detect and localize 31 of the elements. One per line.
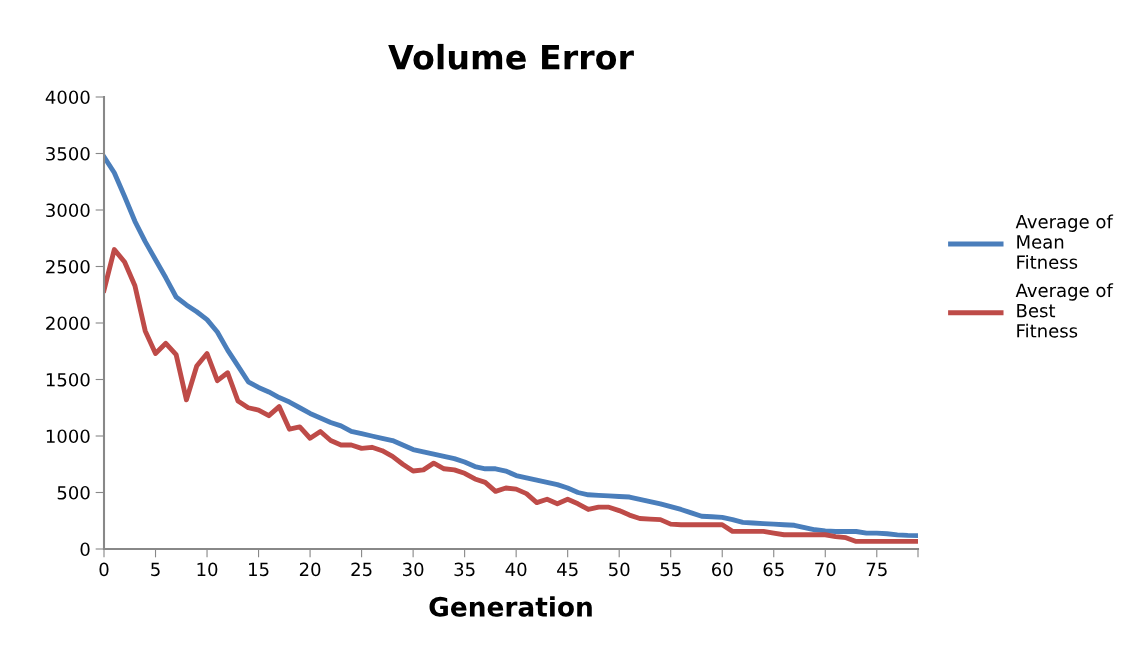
x-tick-label: 30	[403, 562, 424, 577]
y-tick-label: 3500	[46, 146, 90, 161]
y-tick-label: 0	[80, 542, 90, 557]
x-tick-label: 55	[660, 562, 681, 577]
chart-title: Volume Error	[388, 43, 634, 70]
x-tick-label: 70	[815, 562, 836, 577]
x-tick-label: 10	[197, 562, 218, 577]
y-tick-label: 2000	[46, 316, 90, 331]
y-tick-label: 2500	[46, 259, 90, 274]
x-tick-label: 45	[557, 562, 578, 577]
y-tick-label: 1000	[46, 429, 90, 444]
y-tick-label: 500	[57, 485, 90, 500]
x-tick-label: 25	[351, 562, 372, 577]
x-tick-label: 65	[763, 562, 784, 577]
x-tick-label: 50	[609, 562, 630, 577]
x-tick-label: 60	[712, 562, 733, 577]
line-series	[104, 154, 918, 539]
x-axis-title: Generation	[429, 596, 592, 617]
y-tick-label: 4000	[45, 90, 90, 105]
x-tick-label: 15	[249, 562, 269, 577]
line-series	[104, 247, 918, 544]
x-tick-label: 20	[299, 562, 321, 577]
x-tick-label: 75	[866, 562, 887, 577]
legend-label: Average of Mean Fitness	[1015, 214, 1114, 269]
x-tick-label: 0	[99, 562, 109, 577]
x-tick-label: 35	[454, 562, 475, 577]
x-tick-label: 5	[151, 562, 160, 577]
x-tick-label: 40	[505, 562, 527, 577]
y-tick-label: 3000	[46, 203, 90, 218]
y-tick-label: 1500	[46, 372, 90, 387]
legend-label: Average of Best Fitness	[1015, 283, 1114, 338]
